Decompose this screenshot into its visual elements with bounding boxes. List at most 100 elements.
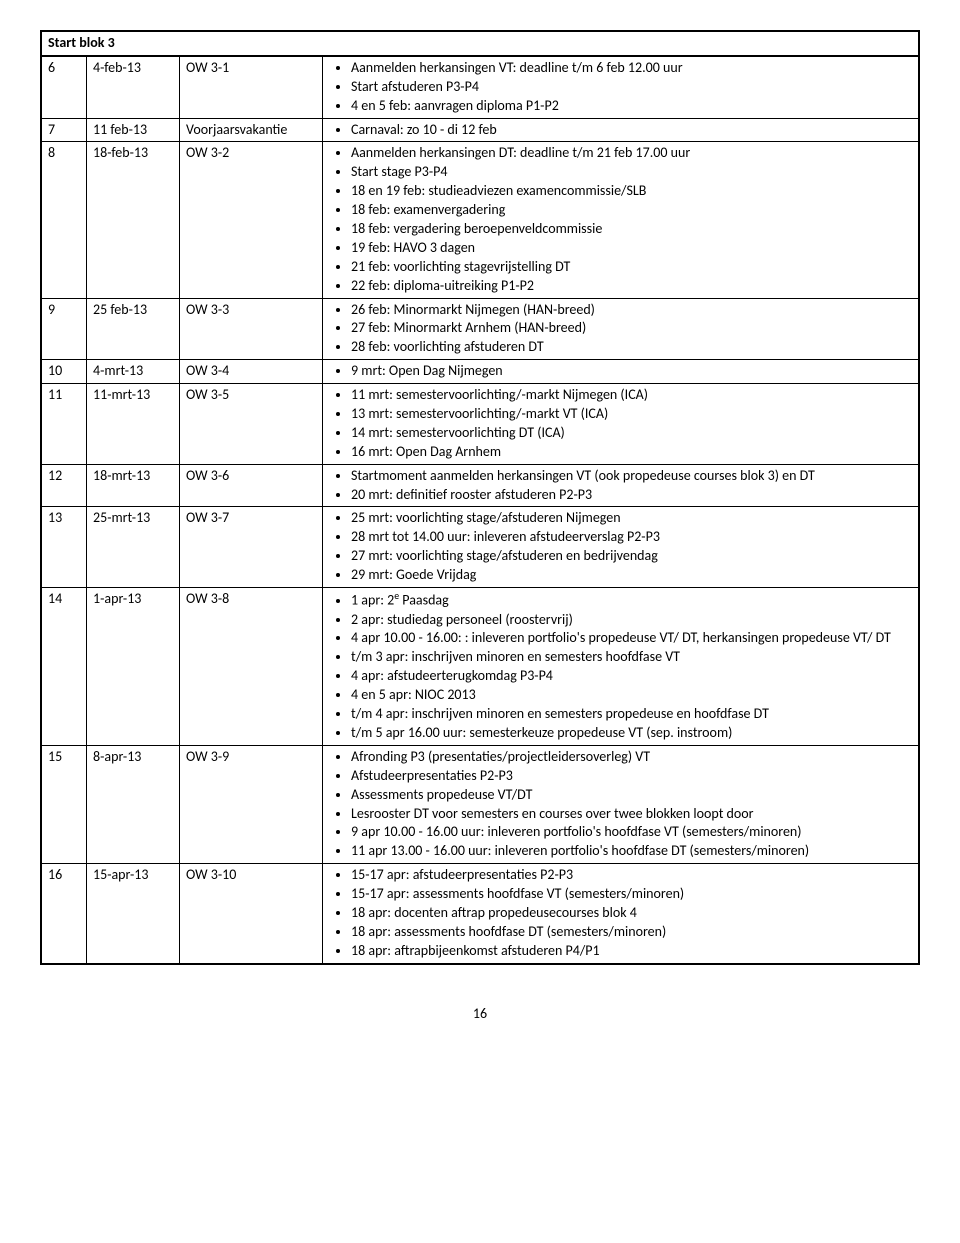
- details-list: Carnaval: zo 10 - di 12 feb: [329, 121, 912, 140]
- list-item: 4 en 5 feb: aanvragen diploma P1-P2: [351, 97, 912, 116]
- list-item: Aanmelden herkansingen VT: deadline t/m …: [351, 59, 912, 78]
- row-code: OW 3-5: [180, 384, 323, 465]
- details-list: Afronding P3 (presentaties/projectleider…: [329, 748, 912, 861]
- row-date: 4-feb-13: [87, 56, 180, 118]
- list-item: 4 en 5 apr: NIOC 2013: [351, 686, 912, 705]
- row-date: 25 feb-13: [87, 298, 180, 360]
- row-date: 25-mrt-13: [87, 507, 180, 588]
- details-list: 9 mrt: Open Dag Nijmegen: [329, 362, 912, 381]
- list-item: 4 apr: afstudeerterugkomdag P3-P4: [351, 667, 912, 686]
- list-item: 9 apr 10.00 - 16.00 uur: inleveren portf…: [351, 823, 912, 842]
- list-item: 29 mrt: Goede Vrijdag: [351, 566, 912, 585]
- list-item: 28 feb: voorlichting afstuderen DT: [351, 338, 912, 357]
- row-code: Voorjaarsvakantie: [180, 118, 323, 142]
- list-item: 18 en 19 feb: studieadviezen examencommi…: [351, 182, 912, 201]
- row-code: OW 3-6: [180, 464, 323, 507]
- list-item: Lesrooster DT voor semesters en courses …: [351, 805, 912, 824]
- list-item: 26 feb: Minormarkt Nijmegen (HAN-breed): [351, 301, 912, 320]
- row-code: OW 3-8: [180, 588, 323, 746]
- row-details: 1 apr: 2e Paasdag2 apr: studiedag person…: [323, 588, 920, 746]
- block-header: Start blok 3: [41, 31, 919, 56]
- row-code: OW 3-2: [180, 142, 323, 298]
- list-item: Startmoment aanmelden herkansingen VT (o…: [351, 467, 912, 486]
- row-details: Carnaval: zo 10 - di 12 feb: [323, 118, 920, 142]
- row-date: 18-feb-13: [87, 142, 180, 298]
- table-row: 925 feb-13OW 3-326 feb: Minormarkt Nijme…: [41, 298, 919, 360]
- details-list: 26 feb: Minormarkt Nijmegen (HAN-breed)2…: [329, 301, 912, 358]
- list-item: 18 feb: examenvergadering: [351, 201, 912, 220]
- list-item: 19 feb: HAVO 3 dagen: [351, 239, 912, 258]
- list-item: 27 mrt: voorlichting stage/afstuderen en…: [351, 547, 912, 566]
- table-row: 1615-apr-13OW 3-1015-17 apr: afstudeerpr…: [41, 864, 919, 964]
- row-details: 11 mrt: semestervoorlichting/-markt Nijm…: [323, 384, 920, 465]
- list-item: Afronding P3 (presentaties/projectleider…: [351, 748, 912, 767]
- row-details: Startmoment aanmelden herkansingen VT (o…: [323, 464, 920, 507]
- list-item: t/m 3 apr: inschrijven minoren en semest…: [351, 648, 912, 667]
- row-number: 10: [41, 360, 87, 384]
- details-list: 15-17 apr: afstudeerpresentaties P2-P315…: [329, 866, 912, 960]
- row-date: 1-apr-13: [87, 588, 180, 746]
- page-number: 16: [40, 1005, 920, 1022]
- table-row: 141-apr-13OW 3-81 apr: 2e Paasdag2 apr: …: [41, 588, 919, 746]
- table-header-row: Start blok 3: [41, 31, 919, 56]
- list-item: 15-17 apr: assessments hoofdfase VT (sem…: [351, 885, 912, 904]
- row-details: 9 mrt: Open Dag Nijmegen: [323, 360, 920, 384]
- table-row: 64-feb-13OW 3-1 Aanmelden herkansingen VT…: [41, 56, 919, 118]
- list-item: Carnaval: zo 10 - di 12 feb: [351, 121, 912, 140]
- row-date: 4-mrt-13: [87, 360, 180, 384]
- row-details: 15-17 apr: afstudeerpresentaties P2-P315…: [323, 864, 920, 964]
- row-code: OW 3-3: [180, 298, 323, 360]
- row-details: Aanmelden herkansingen VT: deadline t/m …: [323, 56, 920, 118]
- list-item: 20 mrt: definitief rooster afstuderen P2…: [351, 486, 912, 505]
- row-code: OW 3-4: [180, 360, 323, 384]
- list-item: Start afstuderen P3-P4: [351, 78, 912, 97]
- row-details: 25 mrt: voorlichting stage/afstuderen Ni…: [323, 507, 920, 588]
- row-number: 13: [41, 507, 87, 588]
- list-item: 22 feb: diploma-uitreiking P1-P2: [351, 277, 912, 296]
- table-row: 711 feb-13Voorjaarsvakantie Carnaval: zo …: [41, 118, 919, 142]
- list-item: 18 apr: docenten aftrap propedeusecourse…: [351, 904, 912, 923]
- list-item: t/m 4 apr: inschrijven minoren en semest…: [351, 705, 912, 724]
- list-item: t/m 5 apr 16.00 uur: semesterkeuze prope…: [351, 724, 912, 743]
- details-list: 11 mrt: semestervoorlichting/-markt Nijm…: [329, 386, 912, 462]
- schedule-table: Start blok 3 64-feb-13OW 3-1Aanmelden he…: [40, 30, 920, 965]
- row-date: 11 feb-13: [87, 118, 180, 142]
- table-row: 818-feb-13OW 3-2Aanmelden herkansingen D…: [41, 142, 919, 298]
- row-number: 15: [41, 745, 87, 863]
- list-item: 18 apr: aftrapbijeenkomst afstuderen P4/…: [351, 942, 912, 961]
- list-item: 18 feb: vergadering beroepenveldcommissi…: [351, 220, 912, 239]
- row-code: OW 3-9: [180, 745, 323, 863]
- row-number: 9: [41, 298, 87, 360]
- list-item: 27 feb: Minormarkt Arnhem (HAN-breed): [351, 319, 912, 338]
- list-item: 2 apr: studiedag personeel (roostervrij): [351, 611, 912, 630]
- row-number: 8: [41, 142, 87, 298]
- list-item: 1 apr: 2e Paasdag: [351, 590, 912, 611]
- list-item: 25 mrt: voorlichting stage/afstuderen Ni…: [351, 509, 912, 528]
- details-list: 25 mrt: voorlichting stage/afstuderen Ni…: [329, 509, 912, 585]
- row-number: 14: [41, 588, 87, 746]
- row-number: 6: [41, 56, 87, 118]
- details-list: Startmoment aanmelden herkansingen VT (o…: [329, 467, 912, 505]
- details-list: Aanmelden herkansingen VT: deadline t/m …: [329, 59, 912, 116]
- table-row: 158-apr-13OW 3-9 Afronding P3 (presentati…: [41, 745, 919, 863]
- list-item: 16 mrt: Open Dag Arnhem: [351, 443, 912, 462]
- row-code: OW 3-1: [180, 56, 323, 118]
- row-number: 12: [41, 464, 87, 507]
- row-number: 11: [41, 384, 87, 465]
- row-date: 15-apr-13: [87, 864, 180, 964]
- row-details: Aanmelden herkansingen DT: deadline t/m …: [323, 142, 920, 298]
- row-date: 8-apr-13: [87, 745, 180, 863]
- list-item: Assessments propedeuse VT/DT: [351, 786, 912, 805]
- row-details: 26 feb: Minormarkt Nijmegen (HAN-breed)2…: [323, 298, 920, 360]
- list-item: 9 mrt: Open Dag Nijmegen: [351, 362, 912, 381]
- row-code: OW 3-7: [180, 507, 323, 588]
- list-item: 21 feb: voorlichting stagevrijstelling D…: [351, 258, 912, 277]
- list-item: Afstudeerpresentaties P2-P3: [351, 767, 912, 786]
- table-row: 1218-mrt-13OW 3-6Startmoment aanmelden h…: [41, 464, 919, 507]
- list-item: 4 apr 10.00 - 16.00: : inleveren portfol…: [351, 629, 912, 648]
- row-number: 16: [41, 864, 87, 964]
- table-row: 1111-mrt-13OW 3-511 mrt: semestervoorlic…: [41, 384, 919, 465]
- details-list: 1 apr: 2e Paasdag2 apr: studiedag person…: [329, 590, 912, 743]
- row-number: 7: [41, 118, 87, 142]
- list-item: 13 mrt: semestervoorlichting/-markt VT (…: [351, 405, 912, 424]
